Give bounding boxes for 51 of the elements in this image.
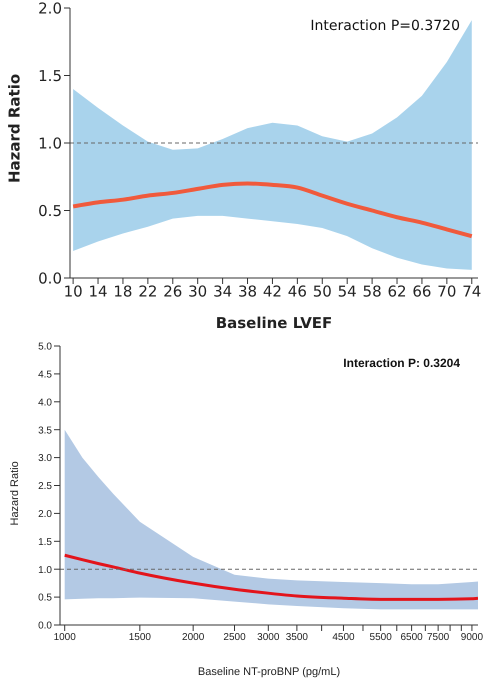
y-tick-label: 2.5 xyxy=(38,481,52,492)
x-tick-label: 46 xyxy=(288,282,307,301)
y-tick-label: 0.5 xyxy=(38,202,62,220)
x-tick-label: 9000 xyxy=(460,632,484,644)
y-tick-label: 4.0 xyxy=(38,397,52,408)
y-tick-label: 5.0 xyxy=(38,342,52,353)
x-axis-title: Baseline NT-proBNP (pg/mL) xyxy=(198,666,340,678)
x-axis-title: Baseline LVEF xyxy=(216,314,332,332)
x-tick-label: 30 xyxy=(188,282,208,301)
y-tick-label: 1.0 xyxy=(38,134,62,152)
x-tick-label: 70 xyxy=(437,282,456,301)
x-tick-label: 34 xyxy=(213,282,232,301)
x-tick-label: 58 xyxy=(362,282,382,301)
y-tick-label: 0.0 xyxy=(38,620,52,632)
y-tick-label: 3.0 xyxy=(38,453,52,464)
x-tick-label: 42 xyxy=(262,282,282,301)
x-tick-label: 7500 xyxy=(427,632,450,644)
x-tick-label: 4500 xyxy=(332,632,356,644)
x-tick-label: 18 xyxy=(113,282,132,301)
y-tick-label: 3.5 xyxy=(38,425,52,436)
y-tick-label: 4.5 xyxy=(38,369,52,380)
y-tick-label: 1.0 xyxy=(38,564,52,576)
x-tick-label: 3000 xyxy=(257,632,280,644)
annotation: Interaction P: 0.3204 xyxy=(343,356,460,370)
x-tick-label: 2000 xyxy=(182,632,205,644)
line-series xyxy=(71,182,474,238)
x-tick-label: 54 xyxy=(338,282,357,301)
y-tick-label: 0.5 xyxy=(38,592,52,604)
y-tick-label: 1.5 xyxy=(38,66,62,85)
y-axis-title: Hazard Ratio xyxy=(8,461,21,526)
annotation: Interaction P=0.3720 xyxy=(310,18,460,34)
x-tick-label: 3500 xyxy=(286,632,308,644)
x-tick-label: 62 xyxy=(387,282,407,301)
x-tick-label: 22 xyxy=(138,282,158,301)
y-tick-label: 0.0 xyxy=(38,269,62,288)
x-tick-label: 38 xyxy=(238,282,258,301)
x-tick-label: 2500 xyxy=(223,632,246,644)
y-axis-title: Hazard Ratio xyxy=(5,74,24,183)
y-tick-label: 2.0 xyxy=(38,508,52,520)
x-tick-label: 74 xyxy=(462,282,482,301)
y-tick-label: 1.5 xyxy=(38,536,52,548)
x-tick-label: 5500 xyxy=(370,632,392,644)
x-tick-label: 66 xyxy=(412,282,432,301)
x-tick-label: 6500 xyxy=(400,632,424,644)
x-tick-label: 10 xyxy=(64,282,83,301)
x-tick-label: 26 xyxy=(163,282,182,301)
y-tick-label: 2.0 xyxy=(38,0,62,18)
x-tick-label: 1000 xyxy=(54,632,76,644)
x-tick-label: 1500 xyxy=(128,632,152,644)
x-tick-label: 14 xyxy=(88,282,108,301)
x-tick-label: 50 xyxy=(312,282,332,301)
